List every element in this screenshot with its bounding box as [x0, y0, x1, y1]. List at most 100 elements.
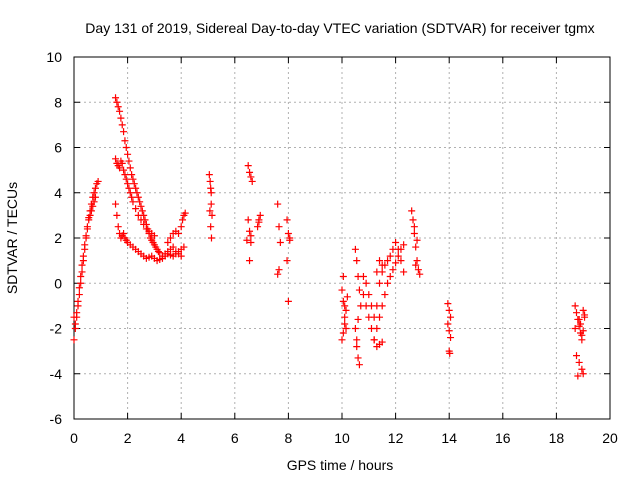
data-point — [124, 150, 132, 158]
data-point — [339, 272, 347, 280]
data-point — [412, 243, 420, 251]
data-point — [136, 198, 144, 206]
data-point — [89, 202, 97, 210]
data-point — [341, 320, 349, 328]
data-point — [353, 257, 361, 265]
data-point — [283, 257, 291, 265]
x-tick-label: 2 — [124, 430, 132, 446]
y-tick-label: -2 — [50, 321, 63, 337]
data-point — [410, 229, 418, 237]
data-point — [116, 164, 124, 172]
data-point — [444, 320, 452, 328]
data-point — [164, 239, 172, 247]
data-point — [445, 306, 453, 314]
data-point — [408, 207, 416, 215]
data-point — [120, 166, 128, 174]
data-point — [355, 361, 363, 369]
data-point — [169, 243, 177, 251]
data-point — [70, 313, 78, 321]
data-point — [410, 223, 418, 231]
data-point — [378, 302, 386, 310]
data-point — [118, 121, 126, 129]
data-point — [91, 184, 99, 192]
data-point — [351, 325, 359, 332]
data-point — [365, 291, 373, 299]
data-point — [177, 252, 185, 260]
data-point — [247, 239, 255, 247]
data-point — [376, 313, 384, 321]
data-point — [129, 175, 137, 183]
x-tick-label: 20 — [602, 430, 618, 446]
x-tick-label: 16 — [495, 430, 511, 446]
data-point — [444, 300, 452, 308]
data-point — [77, 279, 85, 287]
data-point — [381, 291, 389, 299]
data-point — [70, 336, 78, 344]
data-point — [79, 252, 87, 260]
data-point — [247, 232, 255, 240]
data-point — [355, 286, 363, 294]
data-point — [75, 284, 83, 292]
y-tick-label: 6 — [54, 140, 62, 156]
data-point — [354, 315, 362, 323]
data-point — [181, 209, 189, 217]
data-point — [275, 223, 283, 231]
data-point — [414, 266, 422, 274]
data-point — [179, 216, 187, 224]
data-point — [578, 365, 586, 373]
data-point — [116, 107, 124, 115]
data-point — [122, 175, 130, 183]
data-point — [574, 372, 582, 380]
data-point — [579, 306, 587, 314]
x-tick-label: 6 — [231, 430, 239, 446]
y-tick-label: 0 — [54, 275, 62, 291]
data-point — [114, 223, 122, 231]
data-point — [125, 157, 133, 165]
data-point — [206, 177, 214, 185]
data-point — [343, 293, 351, 301]
data-point — [128, 193, 136, 201]
data-point — [113, 211, 121, 219]
data-point — [75, 291, 83, 299]
data-point — [86, 211, 94, 219]
data-point — [392, 259, 400, 267]
data-point — [378, 338, 386, 346]
data-point — [138, 207, 146, 215]
x-tick-label: 18 — [549, 430, 565, 446]
x-axis-ticks: 0 2 4 6 8 10 12 14 16 18 20 — [70, 57, 618, 446]
data-point — [78, 268, 86, 276]
data-point — [246, 227, 254, 235]
data-point — [384, 279, 392, 287]
data-point — [397, 245, 405, 253]
data-point — [378, 261, 386, 269]
data-point — [579, 370, 587, 378]
data-point — [354, 354, 362, 362]
data-point — [243, 236, 251, 244]
data-point — [376, 257, 384, 265]
x-tick-label: 8 — [285, 430, 293, 446]
data-point — [140, 220, 148, 228]
data-point — [400, 241, 408, 249]
data-point — [126, 189, 134, 197]
data-point — [341, 313, 349, 321]
data-point — [446, 349, 454, 357]
data-point — [90, 198, 98, 206]
data-point — [137, 216, 145, 224]
data-point — [77, 272, 85, 280]
data-point — [256, 211, 264, 219]
data-point — [132, 205, 140, 213]
y-tick-label: 10 — [46, 49, 62, 65]
data-point — [342, 325, 350, 332]
data-point — [571, 325, 579, 332]
data-point — [392, 239, 400, 247]
data-point — [113, 98, 121, 106]
data-point — [397, 257, 405, 265]
data-point — [247, 173, 255, 181]
data-point — [118, 159, 126, 167]
data-point — [133, 189, 141, 197]
data-point — [412, 261, 420, 269]
data-point — [244, 216, 252, 224]
data-point — [447, 334, 455, 342]
data-point — [284, 297, 292, 305]
data-point — [338, 286, 346, 294]
